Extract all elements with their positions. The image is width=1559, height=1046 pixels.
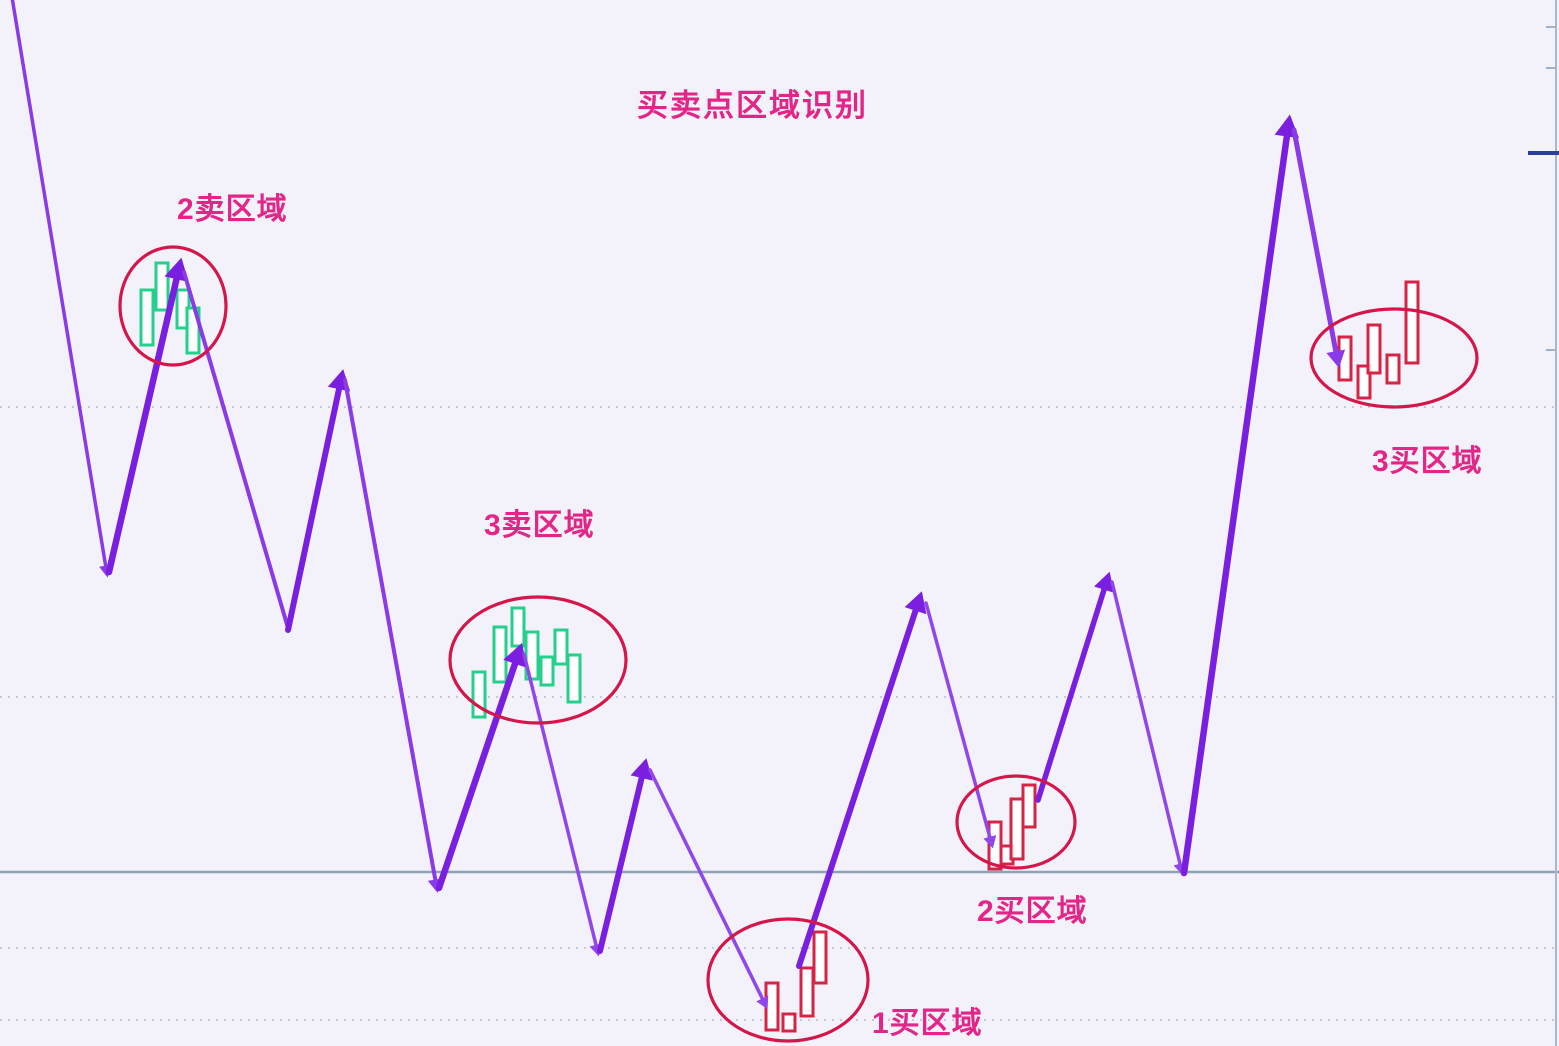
candlestick-buy-1 <box>781 1012 797 1033</box>
candlestick-sell-3 <box>553 628 569 666</box>
trend-segment <box>1180 131 1291 877</box>
trend-segment <box>343 378 438 883</box>
arrowhead <box>630 758 653 781</box>
candlestick-buy-3 <box>1404 280 1420 365</box>
candlestick-buy-1 <box>799 966 815 1018</box>
arrowhead <box>904 591 927 615</box>
candlestick-sell-2 <box>139 288 155 347</box>
arrowhead <box>1326 349 1346 368</box>
candlestick-sell-3 <box>510 606 526 648</box>
trend-segment <box>1110 580 1182 867</box>
candlestick-buy-2 <box>1009 797 1025 861</box>
candlestick-buy-3 <box>1385 353 1401 385</box>
trend-segment <box>648 768 765 1001</box>
candlestick-buy-2 <box>1021 783 1037 829</box>
arrowhead <box>756 995 769 1010</box>
candlestick-buy-1 <box>764 981 780 1032</box>
trend-segment <box>285 384 343 633</box>
trend-segment <box>796 606 919 969</box>
arrowhead <box>1094 571 1115 593</box>
arrowhead <box>164 257 189 282</box>
zone-ellipse-sell-3 <box>448 595 628 725</box>
candlestick-sell-3 <box>539 655 555 687</box>
candlestick-sell-3 <box>566 653 582 704</box>
candlestick-sell-2 <box>154 261 170 312</box>
candlestick-sell-3 <box>492 625 508 684</box>
zone-ellipse-buy-3 <box>1309 307 1479 409</box>
arrowhead <box>983 835 997 849</box>
trend-segment <box>10 0 108 569</box>
zone-ellipse-buy-2 <box>955 774 1077 870</box>
zone-ellipse-buy-1 <box>706 917 870 1043</box>
trend-segment <box>435 659 519 892</box>
trend-segment <box>182 270 290 630</box>
trend-segment <box>597 773 645 954</box>
trend-segment <box>522 652 598 948</box>
zone-ellipse-sell-2 <box>118 245 228 367</box>
arrowhead <box>503 642 527 668</box>
trend-segment <box>924 601 992 840</box>
trend-segment <box>1035 585 1108 803</box>
trend-segment <box>1291 127 1339 355</box>
trend-segment <box>105 274 181 576</box>
candlestick-buy-1 <box>812 930 828 985</box>
candlestick-buy-3 <box>1366 323 1382 375</box>
